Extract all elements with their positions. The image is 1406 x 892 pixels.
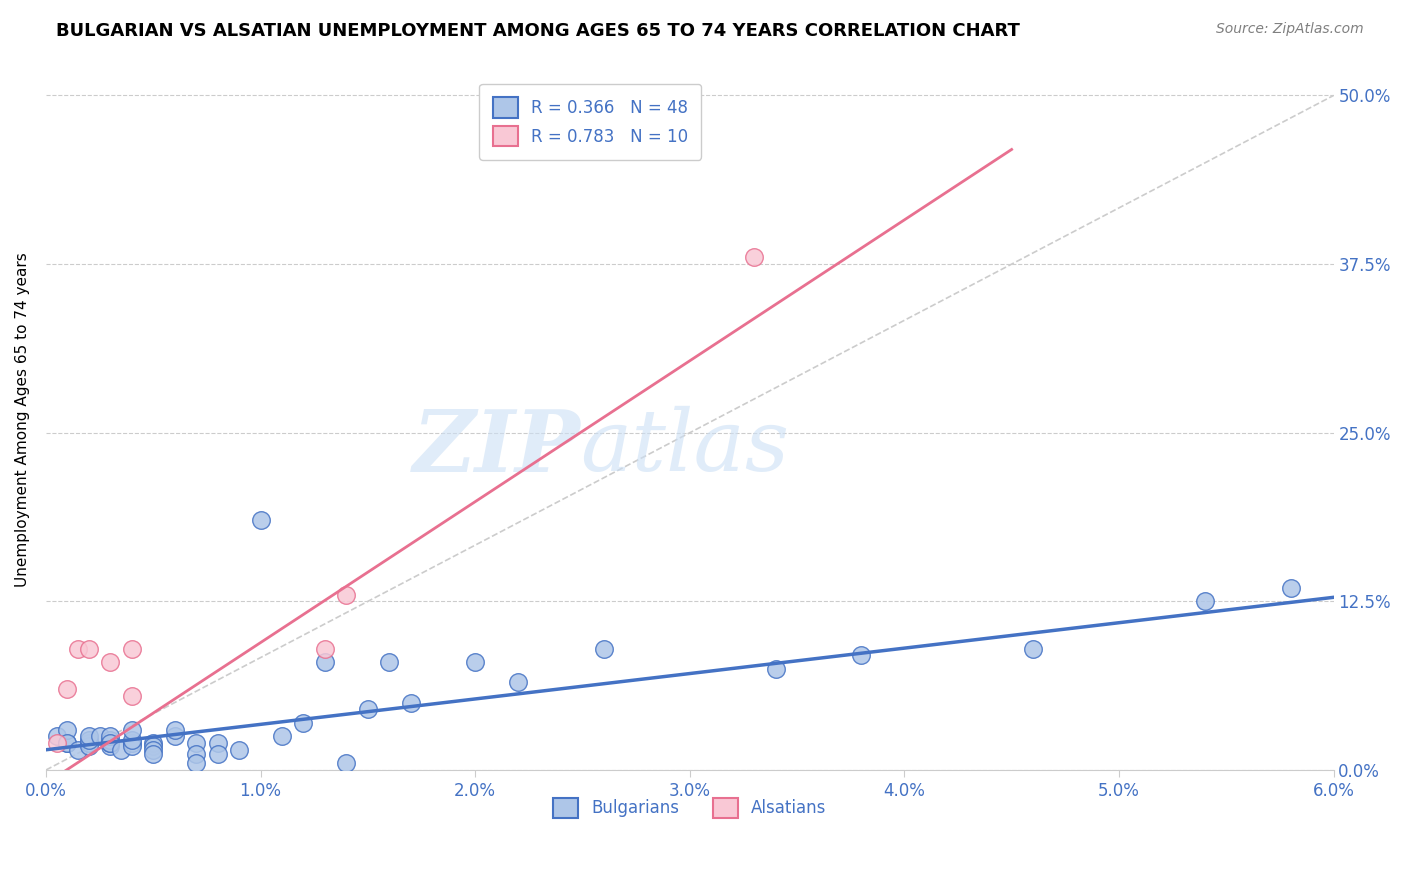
Point	[464, 655, 486, 669]
Point	[56, 736, 79, 750]
Point	[121, 733, 143, 747]
Point	[56, 736, 79, 750]
Point	[98, 736, 121, 750]
Point	[67, 641, 90, 656]
Point	[335, 756, 357, 771]
Point	[186, 756, 208, 771]
Point	[335, 588, 357, 602]
Point	[357, 702, 380, 716]
Point	[506, 675, 529, 690]
Point	[292, 715, 315, 730]
Point	[77, 733, 100, 747]
Point	[271, 729, 294, 743]
Legend: Bulgarians, Alsatians: Bulgarians, Alsatians	[547, 791, 834, 825]
Point	[121, 723, 143, 737]
Point	[314, 655, 336, 669]
Point	[142, 747, 165, 761]
Point	[56, 681, 79, 696]
Text: atlas: atlas	[581, 406, 789, 489]
Point	[742, 251, 765, 265]
Point	[56, 723, 79, 737]
Point	[67, 743, 90, 757]
Point	[1279, 581, 1302, 595]
Point	[98, 655, 121, 669]
Point	[77, 739, 100, 753]
Point	[851, 648, 873, 663]
Text: BULGARIAN VS ALSATIAN UNEMPLOYMENT AMONG AGES 65 TO 74 YEARS CORRELATION CHART: BULGARIAN VS ALSATIAN UNEMPLOYMENT AMONG…	[56, 22, 1021, 40]
Point	[89, 729, 111, 743]
Text: Source: ZipAtlas.com: Source: ZipAtlas.com	[1216, 22, 1364, 37]
Point	[121, 736, 143, 750]
Point	[163, 729, 186, 743]
Point	[98, 733, 121, 747]
Point	[121, 641, 143, 656]
Y-axis label: Unemployment Among Ages 65 to 74 years: Unemployment Among Ages 65 to 74 years	[15, 252, 30, 587]
Point	[399, 696, 422, 710]
Point	[1194, 594, 1216, 608]
Point	[142, 736, 165, 750]
Point	[142, 743, 165, 757]
Point	[77, 641, 100, 656]
Point	[228, 743, 250, 757]
Point	[207, 736, 229, 750]
Point	[110, 743, 132, 757]
Point	[121, 739, 143, 753]
Point	[121, 689, 143, 703]
Point	[98, 736, 121, 750]
Point	[163, 723, 186, 737]
Text: ZIP: ZIP	[412, 406, 581, 489]
Point	[593, 641, 616, 656]
Point	[77, 729, 100, 743]
Point	[98, 739, 121, 753]
Point	[249, 513, 271, 527]
Point	[1022, 641, 1045, 656]
Point	[142, 739, 165, 753]
Point	[77, 736, 100, 750]
Point	[186, 747, 208, 761]
Point	[378, 655, 401, 669]
Point	[186, 736, 208, 750]
Point	[45, 729, 67, 743]
Point	[765, 662, 787, 676]
Point	[45, 736, 67, 750]
Point	[98, 729, 121, 743]
Point	[207, 747, 229, 761]
Point	[314, 641, 336, 656]
